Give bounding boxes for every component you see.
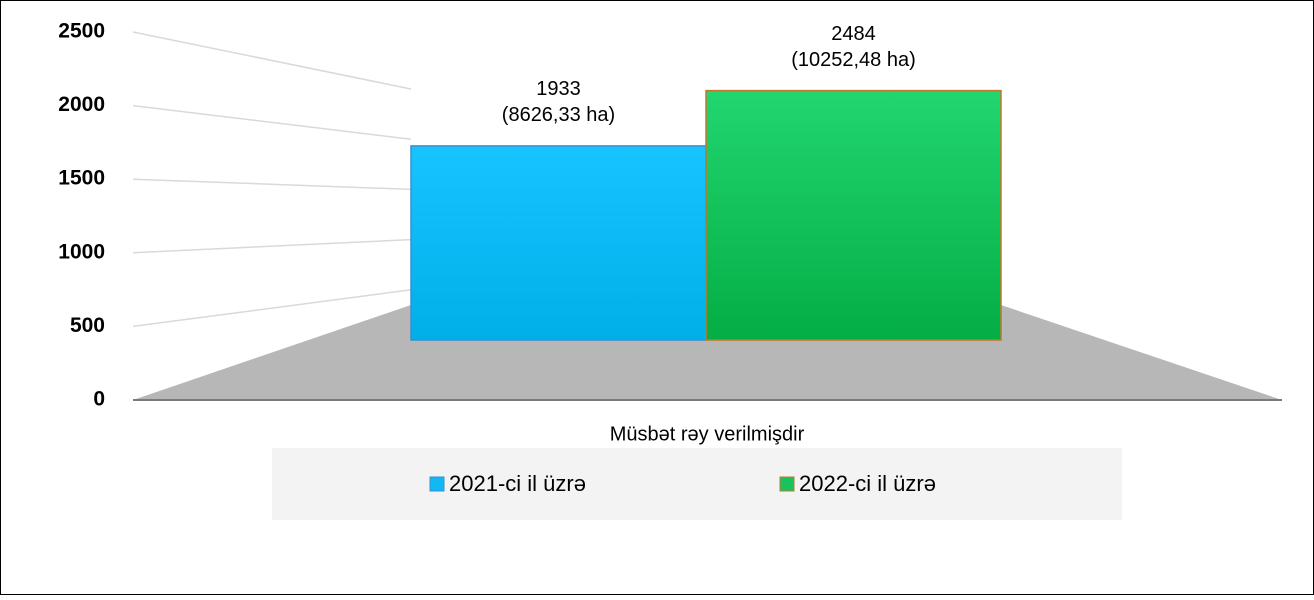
- value-label: 1933: [536, 78, 581, 100]
- y-tick-label: 2000: [58, 93, 105, 116]
- legend: [272, 448, 1122, 520]
- y-tick-label: 2500: [58, 20, 105, 43]
- grid-line: [132, 31, 412, 90]
- grid-line: [132, 178, 412, 191]
- grid-line: [132, 104, 412, 140]
- legend-label: 2021-ci il üzrə: [449, 471, 586, 496]
- grid-line: [132, 289, 412, 328]
- value-label: (10252,48 ha): [791, 49, 916, 71]
- legend-swatch: [779, 476, 795, 492]
- x-tick-label: Müsbət rəy verilmişdir: [610, 423, 805, 445]
- y-tick-label: 1500: [58, 167, 105, 190]
- y-tick-label: 1000: [58, 240, 105, 263]
- y-tick-label: 0: [93, 388, 105, 411]
- bar: [705, 89, 1002, 341]
- grid-line: [132, 238, 412, 254]
- legend-label: 2022-ci il üzrə: [799, 471, 936, 496]
- value-label: (8626,33 ha): [502, 104, 615, 126]
- bar: [410, 145, 707, 341]
- y-tick-label: 500: [70, 314, 105, 337]
- legend-swatch: [429, 476, 445, 492]
- value-label: 2484: [831, 23, 876, 45]
